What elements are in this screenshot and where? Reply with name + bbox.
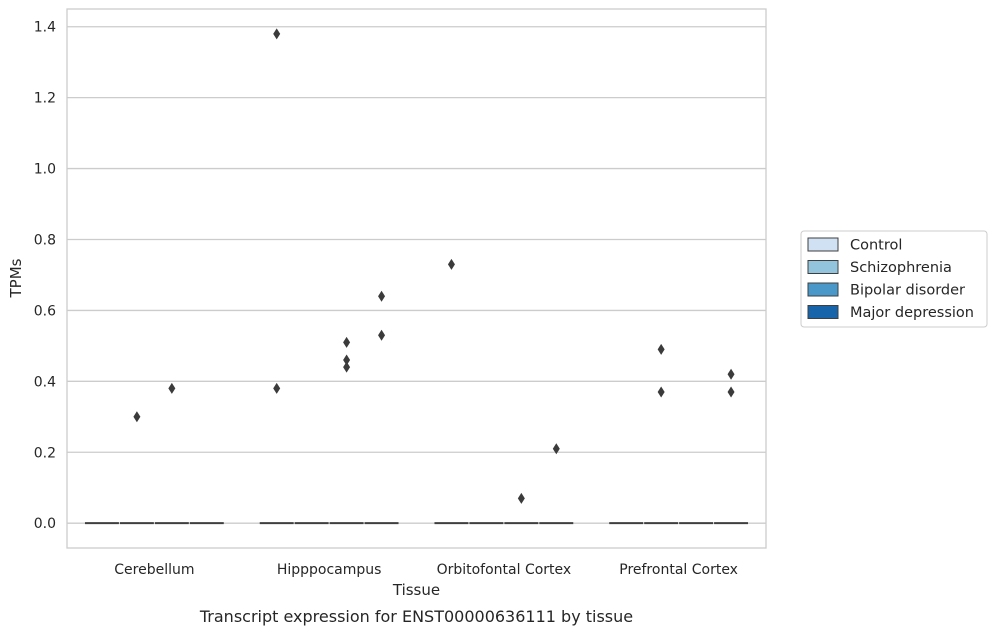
outlier-point (657, 343, 665, 355)
x-tick-label: Cerebellum (114, 562, 194, 578)
y-tick-label: 0.6 (34, 303, 56, 319)
outlier-point (343, 336, 351, 348)
x-tick-label: Orbitofontal Cortex (437, 562, 572, 578)
legend-swatch (807, 237, 839, 252)
grid-lines (67, 26, 766, 524)
x-axis-label: Tissue (392, 581, 440, 599)
outlier-points (133, 28, 735, 504)
legend-swatch (807, 282, 839, 297)
legend-label: Major depression (850, 305, 974, 321)
outlier-point (378, 329, 386, 341)
outlier-point (517, 492, 525, 504)
outlier-point (727, 386, 735, 398)
legend-swatch (807, 260, 839, 274)
legend-label: Control (850, 238, 902, 254)
chart-caption: Transcript expression for ENST0000063611… (199, 607, 633, 626)
y-axis-label: TPMs (7, 258, 25, 298)
x-tick-label: Prefrontal Cortex (619, 562, 738, 578)
outlier-point (343, 354, 351, 366)
outlier-point (273, 382, 281, 394)
outlier-point (133, 411, 141, 423)
y-tick-label: 1.0 (34, 162, 56, 178)
outlier-point (727, 368, 735, 380)
outlier-point (343, 361, 351, 373)
outlier-point (378, 290, 386, 302)
outlier-point (552, 443, 560, 455)
x-tick-labels: Cerebellum Hipppocampus Orbitofontal Corte… (114, 562, 738, 578)
outlier-point (447, 258, 455, 270)
legend-swatch (807, 305, 839, 319)
legend-label: Schizophrenia (850, 260, 952, 276)
outlier-point (657, 386, 665, 398)
outlier-point (168, 382, 176, 394)
y-tick-label: 0.2 (34, 445, 56, 461)
y-tick-label: 1.4 (34, 20, 56, 36)
legend: Control Schizophrenia Bipolar disorder Majo… (800, 230, 988, 328)
y-tick-label: 0.8 (34, 232, 56, 248)
outlier-point (273, 28, 281, 40)
legend-label: Bipolar disorder (850, 283, 965, 299)
plot-frame (66, 8, 767, 549)
legend-frame (800, 230, 988, 328)
x-tick-label: Hipppocampus (277, 562, 382, 578)
y-tick-label: 0.0 (34, 516, 56, 532)
y-tick-labels: 0.0 0.2 0.4 0.6 0.8 1.0 1.2 1.4 (34, 20, 56, 532)
y-tick-label: 0.4 (34, 374, 56, 390)
y-tick-label: 1.2 (34, 91, 56, 107)
